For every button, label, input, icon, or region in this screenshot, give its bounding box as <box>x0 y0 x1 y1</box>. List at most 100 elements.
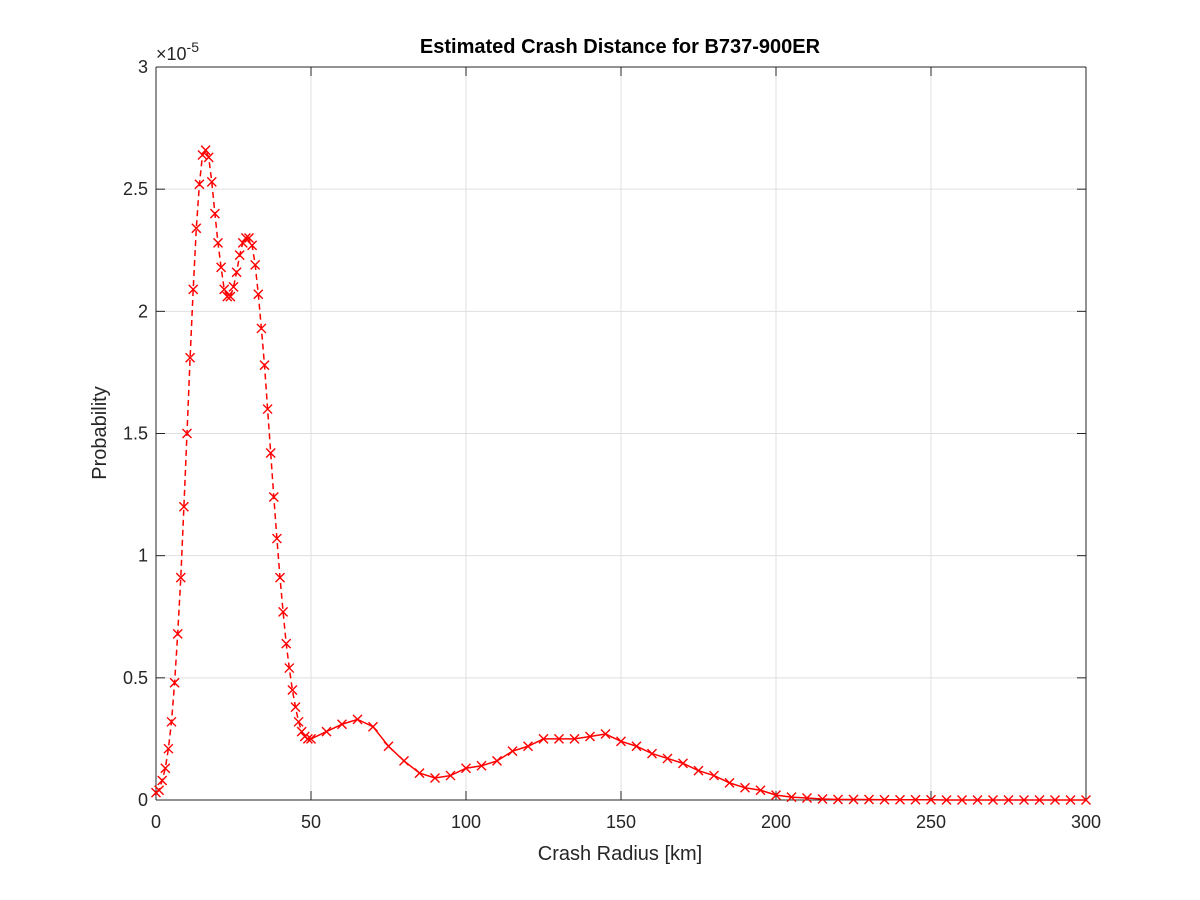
data-point-marker <box>461 763 471 774</box>
data-point-marker <box>1065 795 1076 805</box>
data-point-marker <box>175 572 186 583</box>
data-point-marker <box>755 785 766 796</box>
data-point-marker <box>507 746 518 757</box>
data-point-marker <box>191 223 202 234</box>
data-point-marker <box>206 176 217 187</box>
data-point-marker <box>724 777 735 788</box>
data-point-marker <box>259 360 270 371</box>
data-point-marker <box>231 267 242 278</box>
data-point-marker <box>172 628 183 639</box>
x-tick-label: 0 <box>151 812 161 832</box>
data-point-marker <box>740 782 750 793</box>
data-point-marker <box>262 404 273 415</box>
data-point-marker <box>833 794 843 805</box>
data-point-marker <box>554 733 564 744</box>
data-point-marker <box>197 149 208 160</box>
data-point-marker <box>879 794 890 805</box>
data-point-marker <box>268 492 279 503</box>
data-point-marker <box>569 733 580 744</box>
data-point-marker <box>182 428 192 439</box>
data-point-marker <box>225 291 236 302</box>
x-axis-label: Crash Radius [km] <box>538 843 703 865</box>
data-point-marker <box>160 763 171 774</box>
series-line-dashed <box>155 148 311 794</box>
chart-title: Estimated Crash Distance for B737-900ER <box>420 36 821 58</box>
data-point-marker <box>250 259 261 270</box>
y-tick-label: 1.5 <box>123 424 148 444</box>
y-exponent-base: ×10 <box>156 44 187 64</box>
data-point-marker <box>476 760 487 771</box>
data-point-marker <box>253 289 264 300</box>
data-point-marker <box>247 240 258 251</box>
data-point-marker <box>178 501 189 512</box>
x-tick-label: 200 <box>761 812 791 832</box>
data-point-marker <box>237 237 248 248</box>
data-point-marker <box>941 795 952 805</box>
data-point-marker <box>972 795 983 805</box>
x-tick-label: 250 <box>916 812 946 832</box>
data-point-marker <box>216 262 227 273</box>
data-point-marker <box>631 741 642 752</box>
data-point-marker <box>616 736 626 747</box>
data-point-marker <box>306 733 316 744</box>
data-point-marker <box>368 721 378 732</box>
y-tick-label: 0 <box>138 790 148 810</box>
data-point-marker <box>957 795 967 805</box>
data-point-marker <box>157 775 168 786</box>
data-point-marker <box>600 729 611 740</box>
y-exponent-power: -5 <box>187 39 200 55</box>
data-point-marker <box>302 733 313 744</box>
data-point-marker <box>166 716 177 727</box>
data-point-marker <box>848 794 859 805</box>
data-point-marker <box>228 281 239 292</box>
data-point-marker <box>414 768 425 779</box>
data-point-marker <box>287 685 298 696</box>
data-point-marker <box>222 291 233 302</box>
data-point-marker <box>203 152 214 163</box>
data-point-marker <box>213 237 223 248</box>
data-point-marker <box>188 284 199 295</box>
data-point-marker <box>988 795 998 805</box>
data-point-marker <box>293 716 304 727</box>
data-point-marker <box>693 765 704 776</box>
data-point-marker <box>234 250 245 261</box>
data-point-marker <box>275 572 285 583</box>
data-point-marker <box>864 794 874 805</box>
data-point-marker <box>383 741 394 752</box>
data-point-marker <box>278 606 289 617</box>
data-point-marker <box>244 233 254 244</box>
data-point-marker <box>281 638 292 649</box>
data-point-marker <box>1003 795 1014 805</box>
data-point-marker <box>271 533 282 544</box>
data-point-marker <box>709 770 719 781</box>
data-point-marker <box>786 792 797 803</box>
data-point-marker <box>662 753 673 764</box>
y-exponent-label: ×10-5 <box>156 39 199 64</box>
data-point-marker <box>538 733 549 744</box>
data-point-marker <box>1034 795 1045 805</box>
y-tick-label: 2 <box>138 301 148 321</box>
data-point-marker <box>296 726 307 737</box>
data-point-marker <box>169 677 180 688</box>
data-point-marker <box>647 748 657 759</box>
data-point-marker <box>802 793 812 804</box>
data-point-marker <box>200 145 211 156</box>
data-point-marker <box>194 179 205 190</box>
x-tick-label: 300 <box>1071 812 1101 832</box>
data-point-marker <box>265 448 276 459</box>
data-point-marker <box>209 208 220 219</box>
data-point-marker <box>219 284 230 295</box>
data-point-marker <box>240 233 251 244</box>
data-point-marker <box>817 794 828 805</box>
data-point-marker <box>1019 795 1029 805</box>
data-point-marker <box>154 785 165 796</box>
y-axis-label: Probability <box>89 386 111 479</box>
x-tick-label: 100 <box>451 812 481 832</box>
data-point-marker <box>163 743 174 754</box>
y-tick-label: 3 <box>138 57 148 77</box>
data-point-marker <box>523 741 533 752</box>
x-tick-label: 50 <box>301 812 321 832</box>
data-point-marker <box>321 726 332 737</box>
data-point-marker <box>284 663 295 674</box>
